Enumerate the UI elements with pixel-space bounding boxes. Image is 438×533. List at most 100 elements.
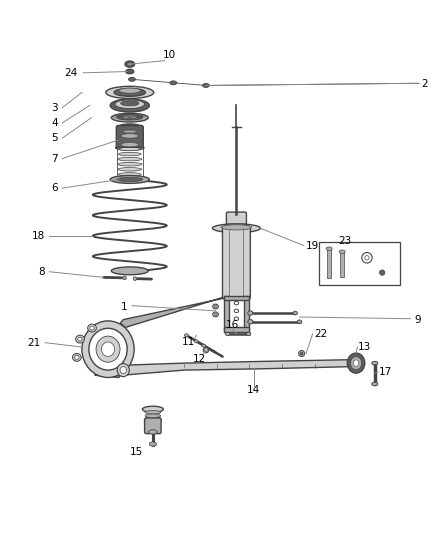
- Ellipse shape: [248, 320, 253, 324]
- Ellipse shape: [372, 382, 378, 386]
- Ellipse shape: [234, 301, 239, 305]
- Ellipse shape: [226, 332, 230, 336]
- Ellipse shape: [118, 124, 142, 131]
- Ellipse shape: [127, 63, 132, 66]
- Ellipse shape: [247, 332, 251, 336]
- Ellipse shape: [300, 352, 303, 355]
- FancyBboxPatch shape: [116, 125, 143, 147]
- Ellipse shape: [121, 142, 138, 147]
- Text: 9: 9: [415, 314, 421, 325]
- Text: 15: 15: [130, 447, 143, 457]
- Text: 17: 17: [379, 367, 392, 377]
- Ellipse shape: [202, 344, 206, 347]
- Ellipse shape: [214, 313, 217, 316]
- Text: 12: 12: [193, 354, 206, 365]
- Ellipse shape: [106, 86, 154, 99]
- Text: 10: 10: [162, 50, 176, 60]
- Ellipse shape: [350, 357, 362, 370]
- Ellipse shape: [82, 321, 134, 377]
- Ellipse shape: [117, 177, 143, 182]
- Ellipse shape: [299, 351, 305, 357]
- Bar: [224, 296, 229, 332]
- Ellipse shape: [115, 100, 145, 109]
- Ellipse shape: [353, 360, 359, 366]
- Ellipse shape: [76, 335, 84, 343]
- Text: 23: 23: [339, 236, 352, 246]
- Ellipse shape: [205, 349, 208, 352]
- FancyBboxPatch shape: [223, 227, 251, 298]
- Ellipse shape: [221, 225, 252, 230]
- Text: 18: 18: [32, 231, 45, 241]
- Text: 5: 5: [51, 133, 58, 143]
- Ellipse shape: [149, 442, 156, 446]
- Ellipse shape: [74, 356, 79, 359]
- Ellipse shape: [119, 147, 140, 151]
- Ellipse shape: [326, 247, 332, 251]
- Ellipse shape: [111, 114, 148, 122]
- Bar: [340, 252, 344, 277]
- Ellipse shape: [102, 342, 115, 357]
- Ellipse shape: [347, 353, 365, 373]
- Ellipse shape: [118, 157, 142, 161]
- Polygon shape: [95, 360, 124, 377]
- Ellipse shape: [114, 88, 145, 96]
- Ellipse shape: [125, 61, 134, 67]
- Ellipse shape: [133, 277, 137, 280]
- Text: 22: 22: [315, 329, 328, 339]
- Ellipse shape: [88, 324, 96, 332]
- Ellipse shape: [90, 326, 94, 330]
- Ellipse shape: [117, 163, 142, 166]
- Bar: [224, 327, 249, 332]
- Bar: [319, 242, 399, 285]
- Text: 19: 19: [306, 240, 319, 251]
- Ellipse shape: [145, 410, 161, 414]
- Polygon shape: [120, 297, 230, 327]
- Text: 1: 1: [121, 302, 127, 312]
- Ellipse shape: [111, 267, 148, 275]
- Ellipse shape: [110, 175, 149, 183]
- Ellipse shape: [380, 270, 385, 275]
- Ellipse shape: [110, 99, 149, 112]
- Ellipse shape: [120, 101, 139, 106]
- Text: 16: 16: [226, 320, 239, 329]
- Ellipse shape: [89, 328, 127, 370]
- FancyBboxPatch shape: [226, 212, 247, 224]
- Ellipse shape: [118, 167, 142, 171]
- Bar: [224, 296, 249, 301]
- Ellipse shape: [118, 152, 141, 156]
- Ellipse shape: [145, 416, 161, 425]
- Ellipse shape: [117, 115, 143, 120]
- Ellipse shape: [123, 276, 126, 279]
- Ellipse shape: [248, 311, 253, 315]
- Text: 14: 14: [247, 385, 261, 395]
- Ellipse shape: [72, 353, 81, 361]
- Ellipse shape: [202, 84, 209, 87]
- Ellipse shape: [128, 77, 135, 82]
- Ellipse shape: [184, 334, 188, 337]
- Ellipse shape: [362, 253, 372, 263]
- Ellipse shape: [339, 250, 345, 254]
- Ellipse shape: [119, 88, 141, 93]
- Polygon shape: [121, 360, 354, 375]
- Ellipse shape: [372, 361, 378, 365]
- Ellipse shape: [123, 130, 136, 133]
- Ellipse shape: [234, 317, 239, 320]
- Ellipse shape: [212, 224, 260, 232]
- Ellipse shape: [116, 145, 144, 150]
- Ellipse shape: [365, 256, 369, 260]
- Ellipse shape: [214, 305, 217, 308]
- Ellipse shape: [213, 304, 219, 309]
- Ellipse shape: [122, 115, 138, 118]
- Ellipse shape: [119, 177, 140, 181]
- Text: 24: 24: [64, 68, 78, 78]
- Text: 2: 2: [421, 79, 428, 88]
- Bar: [244, 296, 249, 332]
- Text: 8: 8: [38, 266, 45, 277]
- Text: 13: 13: [358, 342, 371, 352]
- Ellipse shape: [78, 337, 82, 341]
- Text: 3: 3: [51, 103, 58, 112]
- Ellipse shape: [96, 336, 120, 362]
- Bar: [327, 249, 331, 278]
- Ellipse shape: [234, 309, 239, 313]
- Ellipse shape: [145, 414, 161, 417]
